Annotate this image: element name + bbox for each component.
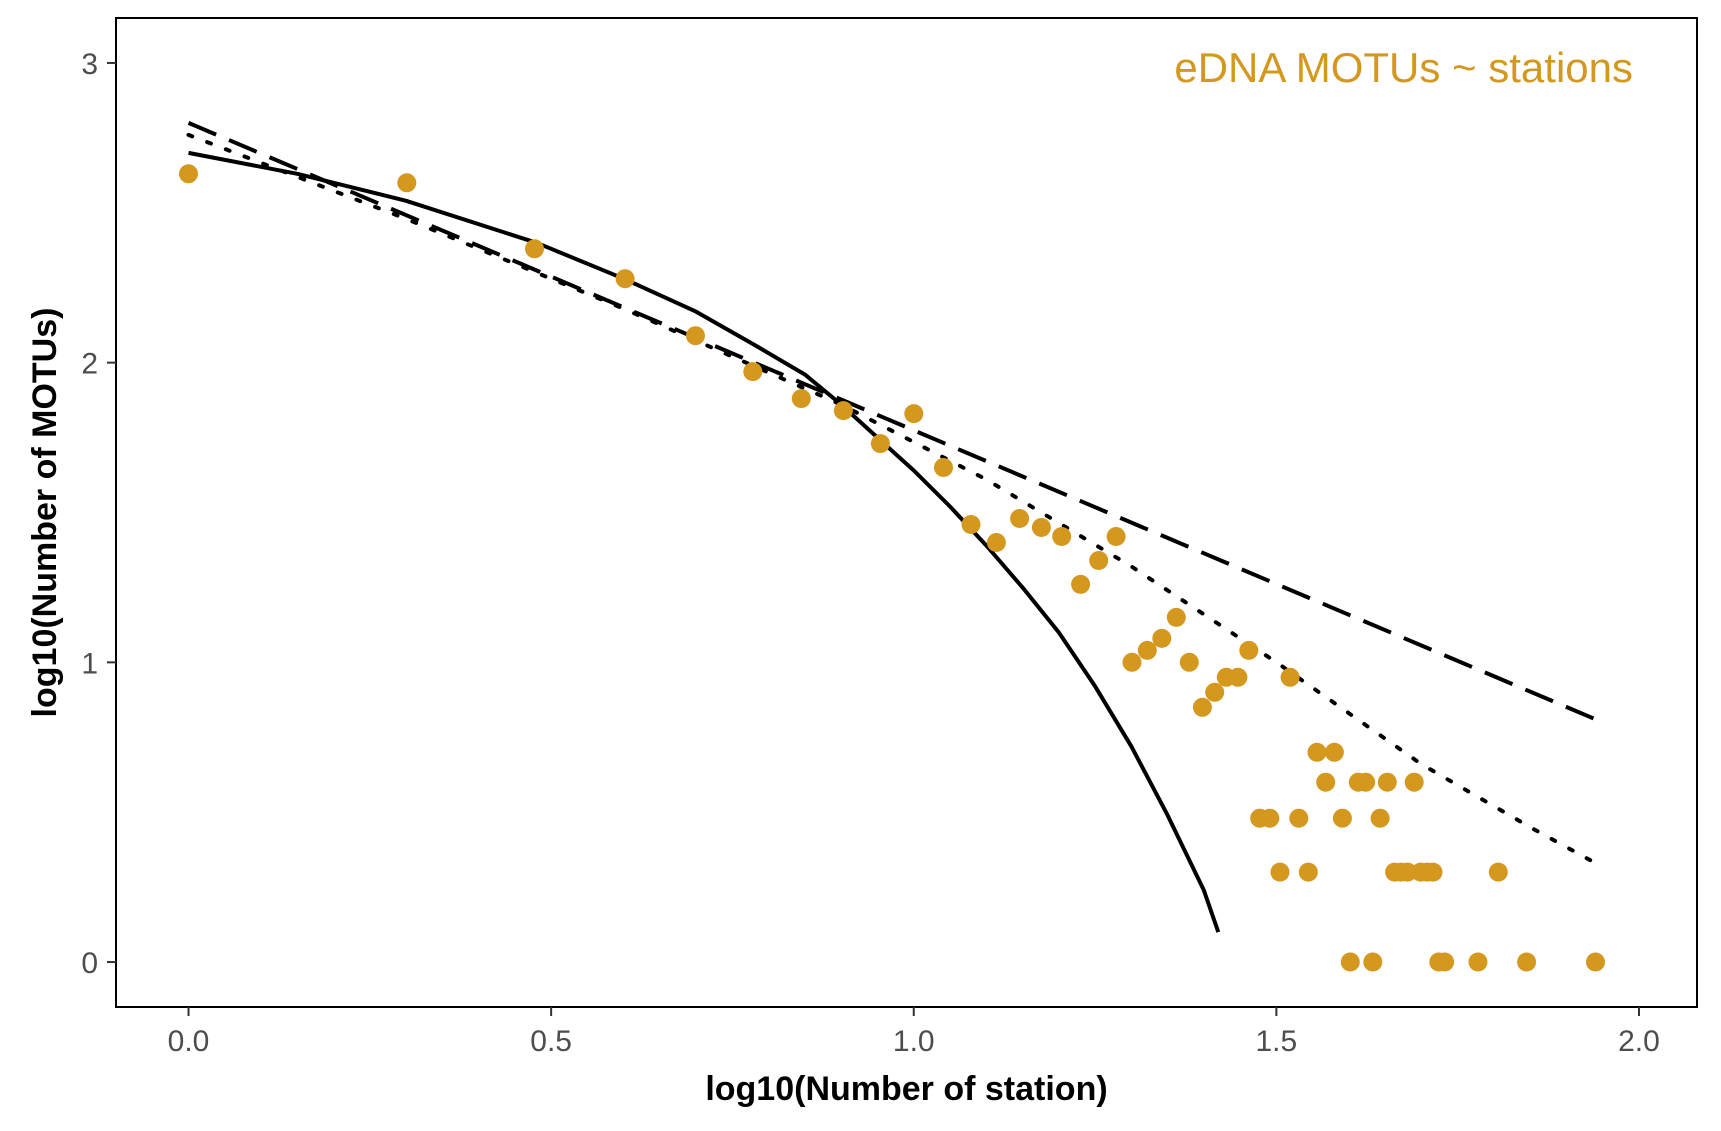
data-point (1377, 772, 1397, 792)
plot-panel-border (115, 17, 1698, 1008)
x-tick-label: 1.0 (893, 1025, 935, 1058)
data-point (1488, 862, 1508, 882)
data-point (397, 173, 417, 193)
data-point (1363, 952, 1383, 972)
x-axis: 0.0 0.5 1.0 1.5 2.0 (168, 1007, 1660, 1058)
data-point (743, 362, 763, 382)
y-axis: 0 1 2 3 (81, 48, 116, 980)
x-axis-title: log10(Number of station) (705, 1070, 1107, 1108)
data-point (1089, 551, 1109, 570)
x-tick-label: 0.5 (530, 1025, 572, 1058)
data-point (1324, 742, 1344, 762)
data-point (1370, 808, 1390, 828)
data-point (1435, 952, 1455, 972)
data-point (1122, 652, 1142, 672)
data-point (1205, 682, 1225, 702)
data-points (179, 164, 1605, 972)
data-point (1307, 742, 1327, 762)
chart-annotation: eDNA MOTUs ~ stations (1174, 44, 1633, 91)
x-tick-label: 0.0 (168, 1025, 210, 1058)
data-point (1340, 952, 1360, 972)
data-point (1404, 772, 1424, 792)
y-tick-label: 2 (81, 348, 98, 381)
data-point (1010, 509, 1030, 528)
data-point (1398, 862, 1418, 882)
data-point (1298, 862, 1318, 882)
solid-fit-line (188, 150, 1221, 933)
data-point (1137, 640, 1157, 660)
data-point (1152, 628, 1172, 648)
data-point (1239, 640, 1259, 660)
data-point (1260, 808, 1280, 828)
fit-lines (186, 121, 1598, 933)
data-point (686, 326, 705, 346)
data-point (1517, 952, 1537, 972)
data-point (1289, 808, 1309, 828)
dashed-fit-line (187, 121, 1597, 722)
data-point (1106, 527, 1126, 546)
data-point (615, 269, 635, 289)
data-point (1280, 667, 1300, 687)
y-tick-label: 1 (81, 647, 98, 680)
data-point (1270, 862, 1290, 882)
y-tick-label: 0 (81, 947, 98, 980)
data-point (179, 164, 198, 184)
data-point (934, 458, 953, 477)
data-point (1179, 652, 1199, 672)
y-axis-title: log10(Number of MOTUs) (26, 308, 64, 718)
data-point (1423, 862, 1443, 882)
data-point (1166, 607, 1186, 627)
data-point (833, 401, 853, 421)
x-tick-label: 1.5 (1256, 1025, 1298, 1058)
data-point (1332, 808, 1352, 828)
data-point (791, 389, 811, 409)
y-tick-label: 3 (81, 48, 98, 81)
data-point (525, 239, 544, 259)
data-point (1356, 772, 1376, 792)
data-point (986, 533, 1006, 552)
x-tick-label: 2.0 (1618, 1025, 1660, 1058)
data-point (1316, 772, 1336, 792)
data-point (1468, 952, 1488, 972)
data-point (1228, 667, 1248, 687)
data-point (1031, 518, 1051, 537)
data-point (904, 404, 924, 424)
data-point (1586, 952, 1605, 972)
data-point (1052, 527, 1072, 546)
data-point (870, 434, 890, 454)
data-point (1192, 697, 1212, 717)
data-point (1071, 574, 1091, 594)
data-point (961, 515, 981, 534)
